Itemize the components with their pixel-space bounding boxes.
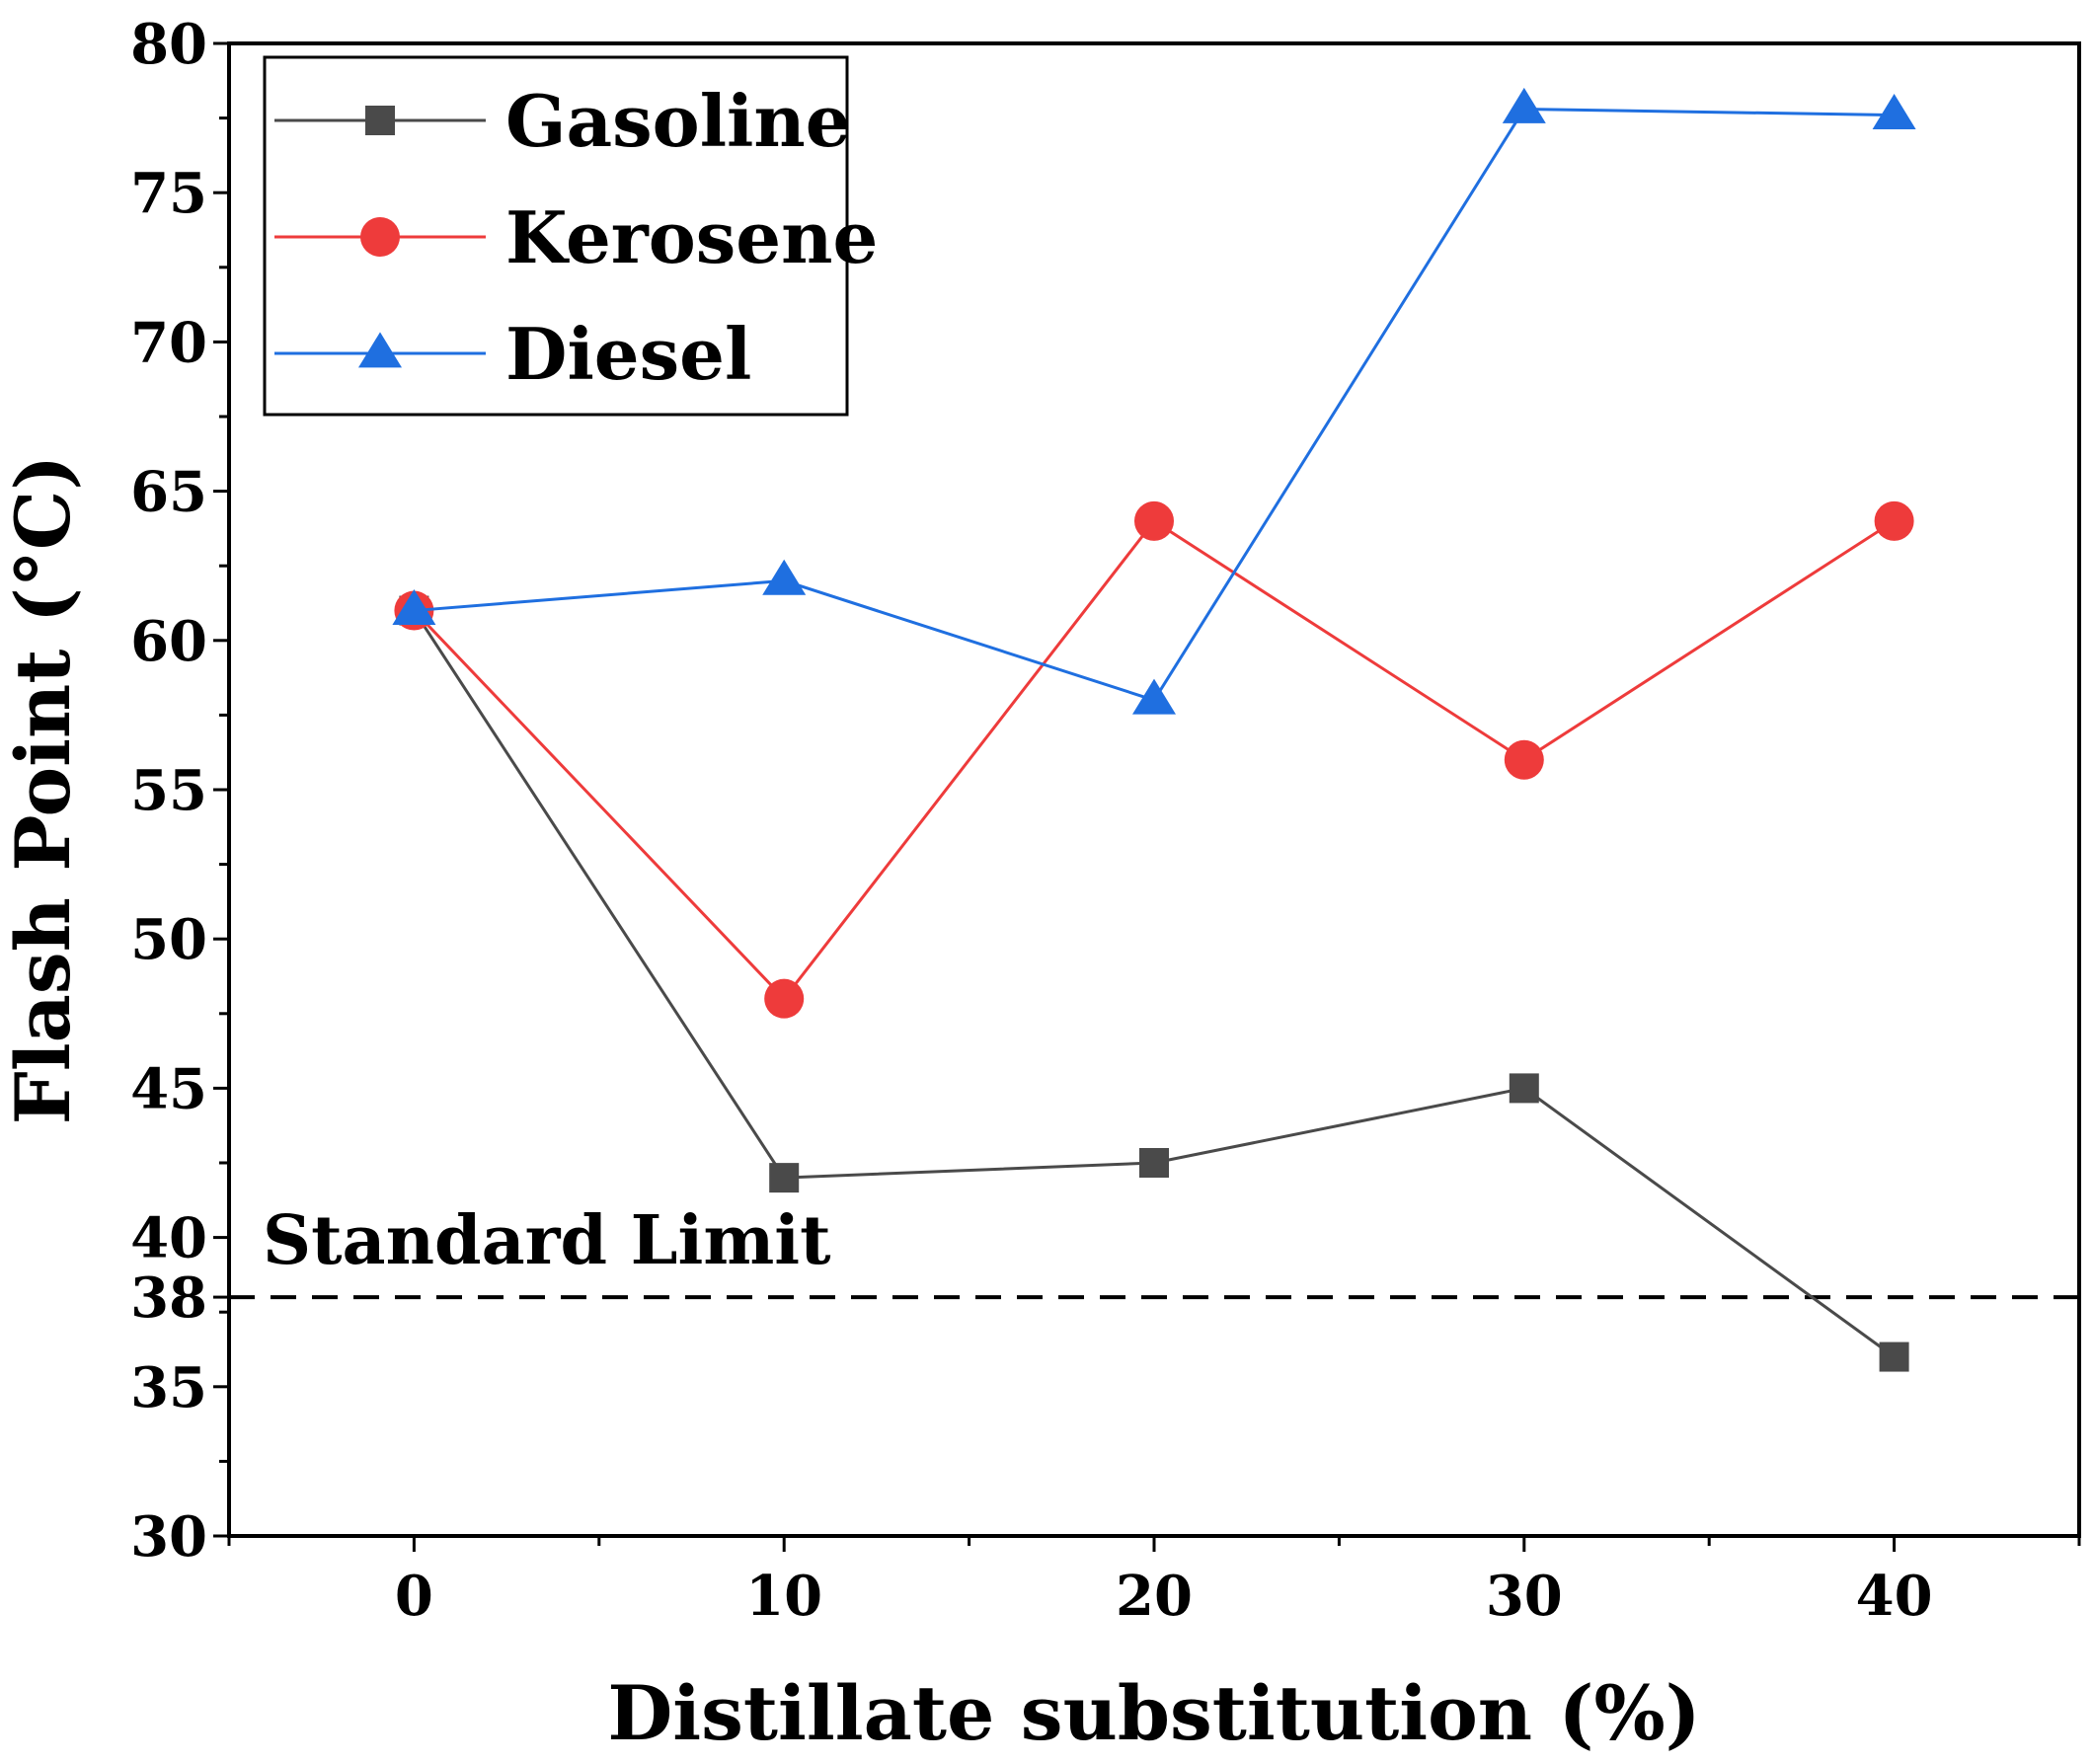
- x-tick-label: 20: [1116, 1564, 1193, 1629]
- y-tick-label: 50: [130, 907, 207, 972]
- y-tick-label: 35: [130, 1355, 207, 1420]
- kerosene-legend-label: Kerosene: [505, 195, 878, 279]
- series-layer: [392, 87, 1916, 1372]
- y-tick-label: 38: [130, 1265, 207, 1331]
- diesel-point: [1872, 93, 1916, 129]
- gasoline-legend-label: Gasoline: [505, 79, 851, 163]
- y-tick-label: 60: [130, 609, 207, 674]
- gasoline-point: [1139, 1148, 1169, 1178]
- kerosene-point: [1134, 500, 1174, 541]
- diesel-legend-label: Diesel: [505, 312, 751, 396]
- y-tick-label: 70: [130, 310, 207, 375]
- diesel-point: [392, 588, 436, 625]
- x-axis-title: Distillate substitution (%): [607, 1669, 1700, 1757]
- y-tick-label: 45: [130, 1056, 207, 1121]
- diesel-point: [1502, 87, 1546, 123]
- y-tick-label: 30: [130, 1504, 207, 1570]
- diesel-series: [392, 87, 1916, 715]
- x-tick-label: 40: [1856, 1564, 1933, 1629]
- diesel-point: [1132, 678, 1176, 715]
- x-tick-label: 0: [395, 1564, 433, 1629]
- x-axis: 0 10 20 30 40: [227, 1536, 2081, 1629]
- y-axis-title: Flash Point (°C): [0, 455, 87, 1124]
- kerosene-series: [394, 500, 1914, 1019]
- gasoline-point: [1879, 1342, 1909, 1372]
- diesel-point: [762, 559, 807, 595]
- y-tick-label: 65: [130, 460, 207, 525]
- y-tick-label: 80: [130, 12, 207, 77]
- gasoline-point: [1509, 1073, 1539, 1104]
- y-tick-label: 55: [130, 758, 207, 823]
- y-tick-label: 40: [130, 1206, 207, 1271]
- kerosene-point: [1874, 500, 1914, 541]
- legend: Gasoline Kerosene Diesel: [263, 55, 878, 417]
- x-tick-label: 30: [1486, 1564, 1563, 1629]
- kerosene-legend-marker: [360, 217, 400, 257]
- y-tick-label: 75: [130, 161, 207, 226]
- standard-limit-label: Standard Limit: [263, 1201, 831, 1280]
- gasoline-legend-marker: [365, 106, 395, 135]
- x-tick-label: 10: [745, 1564, 822, 1629]
- diesel-legend-marker: [358, 332, 402, 368]
- kerosene-point: [764, 978, 805, 1019]
- gasoline-point: [769, 1163, 800, 1193]
- kerosene-point: [1504, 739, 1544, 780]
